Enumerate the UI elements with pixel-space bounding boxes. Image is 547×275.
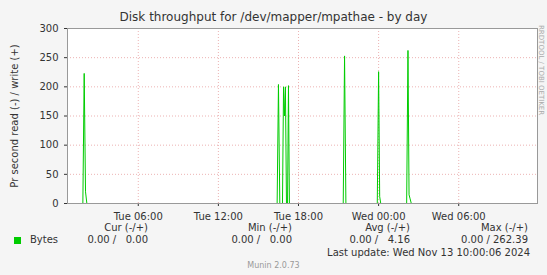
svg-text:250: 250 <box>39 52 58 63</box>
html-text:0.00 / 4.16: 0.00 / 4.16 <box>349 234 410 245</box>
html-text:Cur (-/+): Cur (-/+) <box>104 222 148 233</box>
html-text:Bytes: Bytes <box>30 234 59 245</box>
svg-text:Pr second read (-) / write (+): Pr second read (-) / write (+) <box>9 44 20 187</box>
svg-text:50: 50 <box>46 169 59 180</box>
svg-text:300: 300 <box>39 23 58 34</box>
svg-text:Tue 12:00: Tue 12:00 <box>193 211 243 222</box>
svg-text:100: 100 <box>39 139 58 150</box>
html-text:Last update: Wed Nov 13 10:00:: Last update: Wed Nov 13 10:00:06 2024 <box>327 247 530 258</box>
svg-text:0: 0 <box>52 198 58 209</box>
html-text:0.00 / 0.00: 0.00 / 0.00 <box>87 234 148 245</box>
svg-text:200: 200 <box>39 81 58 92</box>
svg-text:Wed 06:00: Wed 06:00 <box>432 211 486 222</box>
svg-text:Tue 18:00: Tue 18:00 <box>273 211 323 222</box>
svg-text:Wed 00:00: Wed 00:00 <box>352 211 406 222</box>
svg-text:150: 150 <box>39 110 58 121</box>
html-text:RRDTOOL / TOBI OETIKER: RRDTOOL / TOBI OETIKER <box>537 25 545 116</box>
html-text:Avg (-/+): Avg (-/+) <box>365 222 410 233</box>
html-text:Munin 2.0.73: Munin 2.0.73 <box>247 261 300 270</box>
svg-text:Tue 06:00: Tue 06:00 <box>113 211 163 222</box>
html-text:Disk throughput for /dev/mappe: Disk throughput for /dev/mapper/mpathae … <box>119 10 428 24</box>
html-text:Max (-/+): Max (-/+) <box>481 222 528 233</box>
html-text:0.00 / 262.39: 0.00 / 262.39 <box>461 234 528 245</box>
html-text:0.00 / 0.00: 0.00 / 0.00 <box>231 234 292 245</box>
html-text:Min (-/+): Min (-/+) <box>247 222 292 233</box>
